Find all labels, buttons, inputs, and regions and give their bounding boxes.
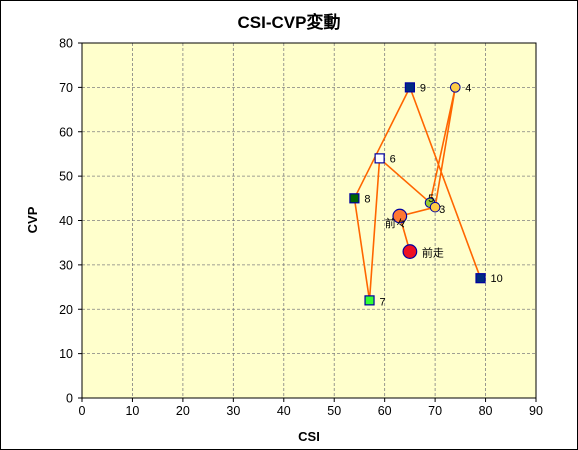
y-tick-label: 20 [59,303,73,317]
marker-square-7 [364,295,375,306]
chart-title: CSI-CVP変動 [238,12,341,32]
x-tick-label: 70 [428,404,442,418]
series-line [353,86,482,302]
data-markers [349,82,486,306]
y-tick-label: 40 [59,214,73,228]
x-tick-label: 20 [176,404,190,418]
point-label: 4 [465,82,471,94]
y-tick-label: 10 [59,347,73,361]
x-tick-label: 30 [226,404,240,418]
x-axis-ticks: 0 10 20 30 40 50 60 70 80 90 [79,398,543,418]
point-label: 8 [364,193,370,205]
x-tick-label: 60 [378,404,392,418]
point-label: 10 [491,273,503,285]
x-tick-label: 90 [529,404,543,418]
grid-lines [82,43,536,398]
y-tick-label: 80 [59,37,73,51]
marker-circle-large [402,244,418,259]
x-tick-label: 80 [479,404,493,418]
marker-square-6 [374,153,385,164]
x-tick-label: 40 [277,404,291,418]
marker-square-8 [349,193,360,204]
y-tick-label: 70 [59,81,73,95]
y-tick-label: 30 [59,258,73,272]
y-axis-ticks: 0 10 20 30 40 50 60 70 80 [59,37,82,406]
y-tick-label: 60 [59,125,73,139]
point-label: 9 [420,82,426,94]
marker-square-9 [404,82,415,93]
point-label: 3 [439,204,445,216]
x-axis-title: CSI [298,429,320,444]
y-tick-label: 50 [59,170,73,184]
point-label: 前々 [385,216,407,230]
x-tick-label: 0 [79,404,86,418]
x-tick-label: 10 [125,404,139,418]
marker-square-10 [475,273,486,284]
point-label: 前走 [422,246,444,260]
point-label: 7 [380,296,386,308]
marker-circle-3 [429,201,441,213]
marker-circle-large [392,208,408,224]
x-tick-label: 50 [327,404,341,418]
y-axis-title: CVP [25,206,40,233]
point-label: 5 [428,193,434,205]
y-tick-label: 0 [66,392,73,406]
marker-circle-4 [449,82,461,93]
point-label: 6 [390,153,396,165]
